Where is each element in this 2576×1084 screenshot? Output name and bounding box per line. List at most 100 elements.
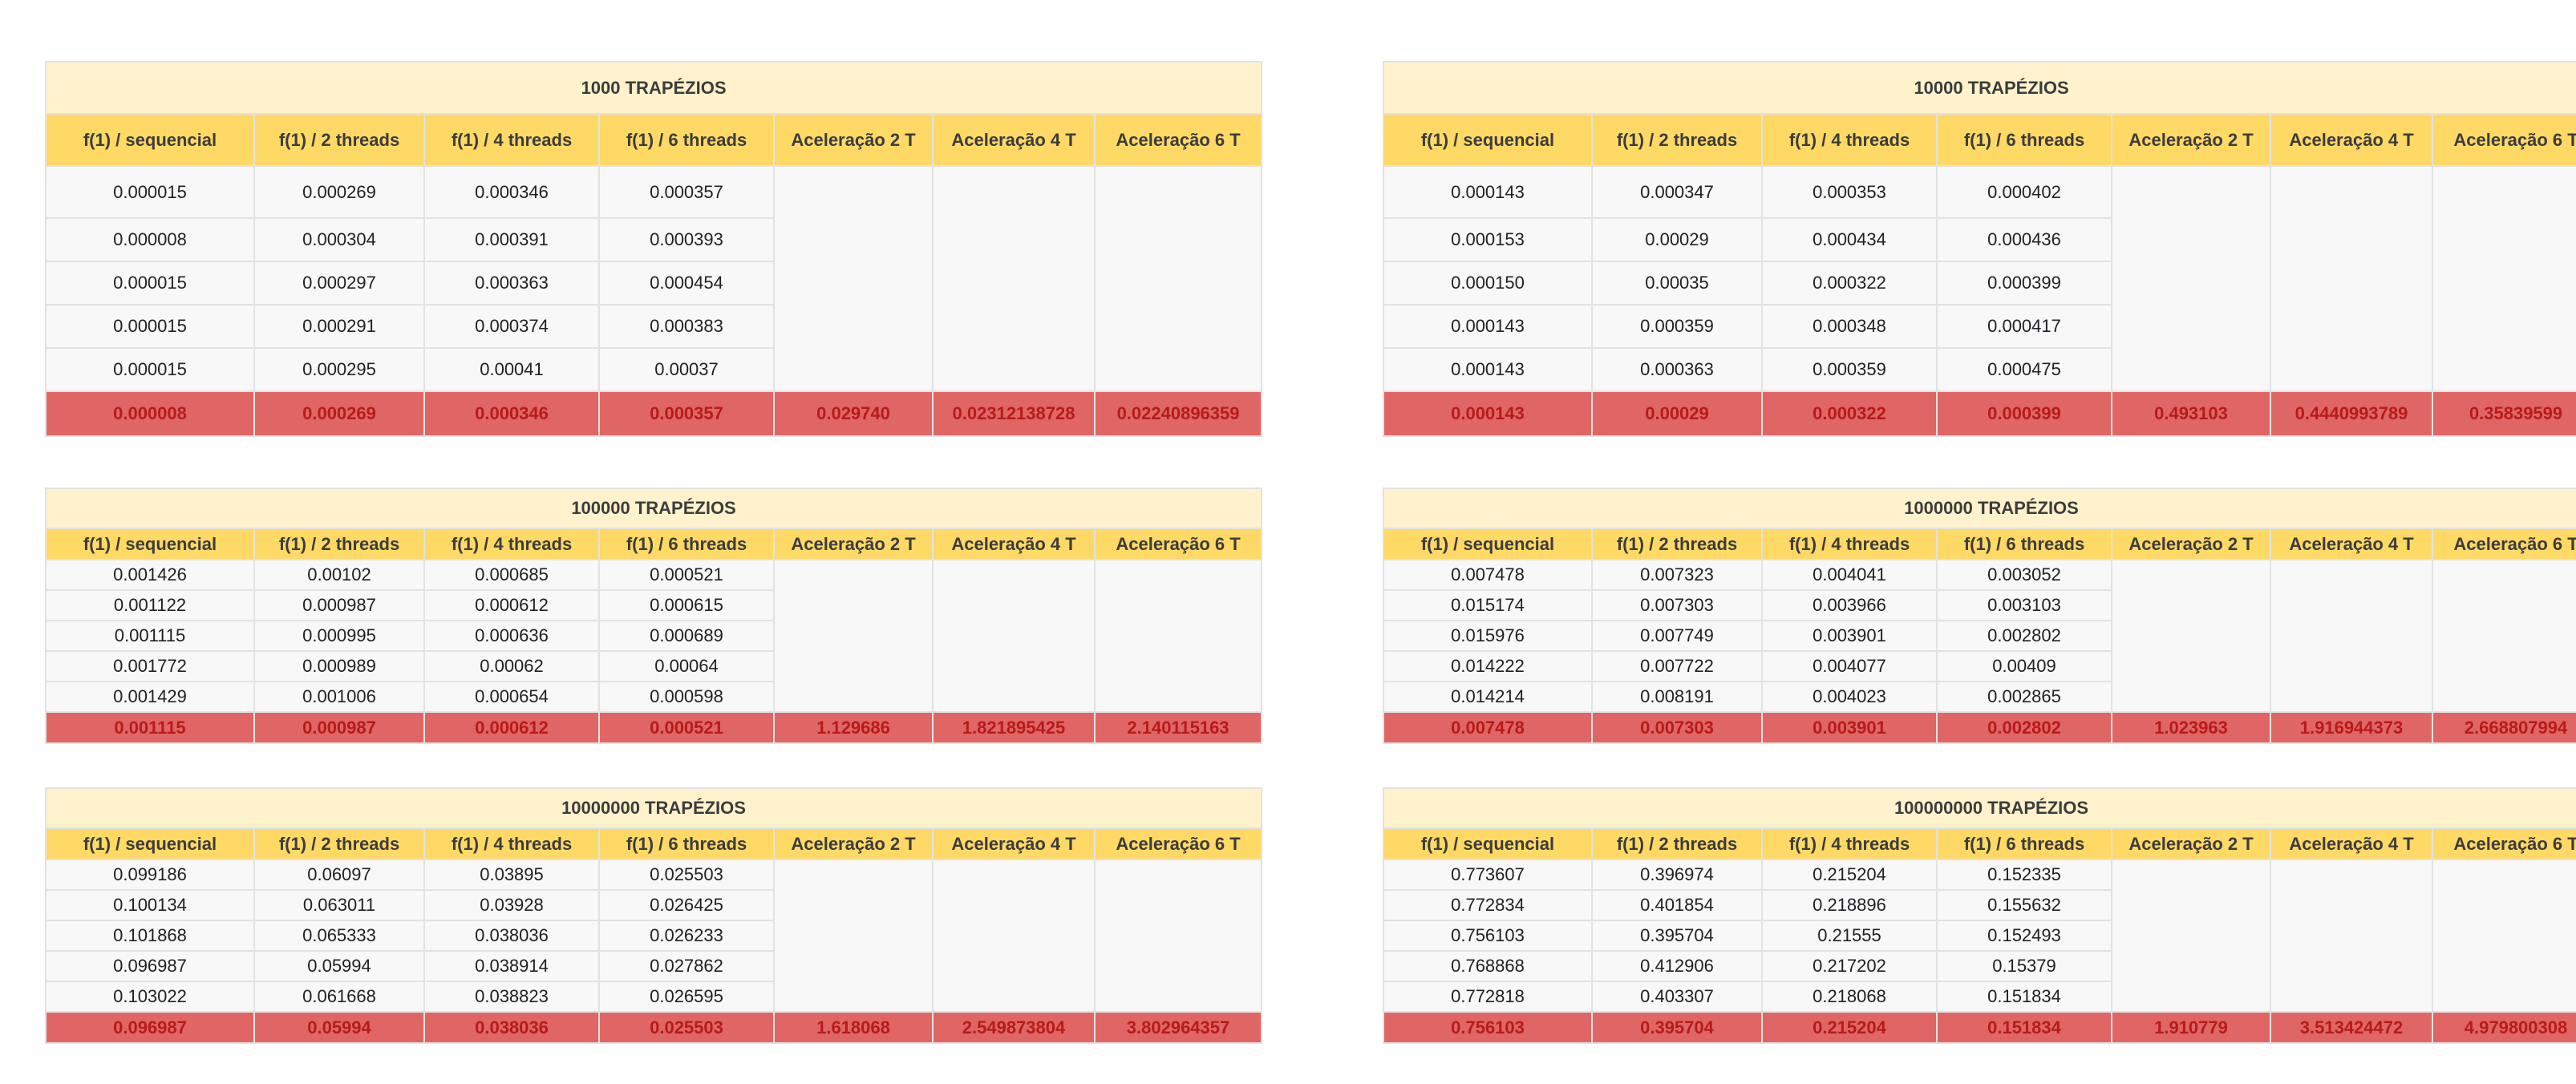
data-cell: 0.000322 bbox=[1761, 261, 1938, 305]
column-header: f(1) / sequencial bbox=[45, 827, 255, 860]
data-cell: 0.000434 bbox=[1761, 217, 1938, 262]
data-cell: 0.000359 bbox=[1761, 347, 1938, 392]
timing-table: 10000 TRAPÉZIOS f(1) / sequencial f(1) / 2… bbox=[1382, 61, 2576, 437]
column-header: f(1) / 4 threads bbox=[1761, 113, 1938, 167]
data-cell: 0.00037 bbox=[598, 347, 775, 392]
table-row: 0.001772 0.000989 0.00062 0.00064 bbox=[45, 650, 1262, 682]
data-cell: 0.000475 bbox=[1936, 347, 2112, 392]
min-time-cell: 0.000269 bbox=[253, 390, 425, 437]
column-header: f(1) / 6 threads bbox=[598, 113, 775, 167]
data-cell: 0.007749 bbox=[1591, 620, 1763, 652]
empty-cell bbox=[2431, 165, 2576, 392]
data-cell: 0.000612 bbox=[423, 589, 600, 621]
data-cell: 0.151834 bbox=[1936, 981, 2112, 1013]
data-cell: 0.002802 bbox=[1936, 620, 2112, 652]
data-cell: 0.026233 bbox=[598, 920, 775, 952]
data-cell: 0.000291 bbox=[253, 304, 425, 349]
result-row: 0.007478 0.007303 0.003901 0.002802 1.023963… bbox=[1383, 711, 2576, 744]
min-time-cell: 0.007478 bbox=[1383, 711, 1593, 744]
data-cell: 0.395704 bbox=[1591, 920, 1763, 952]
data-cell: 0.000295 bbox=[253, 347, 425, 392]
data-cell: 0.00409 bbox=[1936, 650, 2112, 682]
data-cell: 0.004023 bbox=[1761, 681, 1938, 713]
table-title: 10000000 TRAPÉZIOS bbox=[44, 787, 1263, 829]
table-row: 0.000015 0.000291 0.000374 0.000383 bbox=[45, 304, 1262, 349]
data-cell: 0.000417 bbox=[1936, 304, 2112, 349]
table-row: 0.756103 0.395704 0.21555 0.152493 bbox=[1383, 920, 2576, 952]
table-block: 1000 TRAPÉZIOS f(1) / sequencial f(1) / 2 … bbox=[44, 61, 1263, 437]
column-header: f(1) / 4 threads bbox=[1761, 528, 1938, 560]
min-time-cell: 0.215204 bbox=[1761, 1011, 1938, 1044]
data-cell: 0.000015 bbox=[45, 165, 255, 219]
data-cell: 0.401854 bbox=[1591, 889, 1763, 921]
data-cell: 0.015174 bbox=[1383, 589, 1593, 621]
data-cell: 0.218068 bbox=[1761, 981, 1938, 1013]
table-row: 0.101868 0.065333 0.038036 0.026233 bbox=[45, 920, 1262, 952]
data-cell: 0.218896 bbox=[1761, 889, 1938, 921]
empty-cell bbox=[773, 165, 934, 392]
min-time-cell: 0.001115 bbox=[45, 711, 255, 744]
column-header: Aceleração 6 T bbox=[1093, 528, 1263, 560]
data-cell: 0.014222 bbox=[1383, 650, 1593, 682]
data-cell: 0.000685 bbox=[423, 559, 600, 591]
column-header: Aceleração 4 T bbox=[932, 827, 1096, 860]
data-cell: 0.15379 bbox=[1936, 950, 2112, 982]
column-header: Aceleração 4 T bbox=[2270, 113, 2433, 167]
data-cell: 0.027862 bbox=[598, 950, 775, 982]
data-cell: 0.001426 bbox=[45, 559, 255, 591]
table-block: 10000000 TRAPÉZIOS f(1) / sequencial f(1) … bbox=[44, 787, 1263, 1044]
empty-cell bbox=[932, 559, 1096, 713]
empty-cell bbox=[1093, 859, 1263, 1013]
data-cell: 0.038036 bbox=[423, 920, 600, 952]
data-cell: 0.000143 bbox=[1383, 347, 1593, 392]
data-cell: 0.05994 bbox=[253, 950, 425, 982]
data-cell: 0.772818 bbox=[1383, 981, 1593, 1013]
table-row: 0.000143 0.000363 0.000359 0.000475 bbox=[1383, 347, 2576, 392]
table-row: 0.014214 0.008191 0.004023 0.002865 bbox=[1383, 681, 2576, 713]
timing-table: 100000000 TRAPÉZIOS f(1) / sequencial f(1)… bbox=[1382, 787, 2576, 1044]
table-row: 0.099186 0.06097 0.03895 0.025503 bbox=[45, 859, 1263, 1013]
data-cell: 0.001429 bbox=[45, 681, 255, 713]
speedup-cell: 1.821895425 bbox=[932, 711, 1096, 744]
table-block: 100000000 TRAPÉZIOS f(1) / sequencial f(1)… bbox=[1382, 787, 2576, 1044]
min-time-cell: 0.000008 bbox=[45, 390, 255, 437]
data-cell: 0.756103 bbox=[1383, 920, 1593, 952]
table-row: 0.000015 0.000297 0.000363 0.000454 bbox=[45, 261, 1262, 305]
data-cell: 0.007303 bbox=[1591, 589, 1763, 621]
data-cell: 0.000399 bbox=[1936, 261, 2112, 305]
result-row: 0.000143 0.00029 0.000322 0.000399 0.493103 0… bbox=[1383, 390, 2576, 437]
data-cell: 0.000357 bbox=[598, 165, 775, 219]
min-time-cell: 0.05994 bbox=[253, 1011, 425, 1044]
empty-cell bbox=[932, 165, 1096, 392]
table-title: 10000 TRAPÉZIOS bbox=[1382, 61, 2576, 115]
data-cell: 0.000454 bbox=[598, 261, 775, 305]
table-title: 100000 TRAPÉZIOS bbox=[44, 487, 1263, 529]
data-cell: 0.025503 bbox=[598, 859, 775, 891]
data-cell: 0.000353 bbox=[1761, 165, 1938, 219]
data-cell: 0.000363 bbox=[423, 261, 600, 305]
data-cell: 0.06097 bbox=[253, 859, 425, 891]
data-cell: 0.396974 bbox=[1591, 859, 1763, 891]
min-time-cell: 0.000399 bbox=[1936, 390, 2112, 437]
column-header: f(1) / 6 threads bbox=[1936, 113, 2112, 167]
table-row: 0.773607 0.396974 0.215204 0.152335 bbox=[1383, 859, 2576, 1013]
data-cell: 0.000402 bbox=[1936, 165, 2112, 219]
column-header: f(1) / 6 threads bbox=[598, 528, 775, 560]
data-cell: 0.001772 bbox=[45, 650, 255, 682]
data-cell: 0.002865 bbox=[1936, 681, 2112, 713]
min-time-cell: 0.756103 bbox=[1383, 1011, 1593, 1044]
data-cell: 0.000346 bbox=[423, 165, 600, 219]
empty-cell bbox=[2111, 559, 2271, 713]
data-cell: 0.003966 bbox=[1761, 589, 1938, 621]
column-header: Aceleração 2 T bbox=[2111, 113, 2271, 167]
table-row: 0.000153 0.00029 0.000434 0.000436 bbox=[1383, 217, 2576, 262]
data-cell: 0.403307 bbox=[1591, 981, 1763, 1013]
table-row: 0.001122 0.000987 0.000612 0.000615 bbox=[45, 589, 1262, 621]
data-cell: 0.000363 bbox=[1591, 347, 1763, 392]
data-cell: 0.063011 bbox=[253, 889, 425, 921]
data-cell: 0.773607 bbox=[1383, 859, 1593, 891]
column-header: Aceleração 6 T bbox=[2431, 528, 2576, 560]
speedup-cell: 0.4440993789 bbox=[2270, 390, 2433, 437]
table-row: 0.096987 0.05994 0.038914 0.027862 bbox=[45, 950, 1262, 982]
table-row: 0.001429 0.001006 0.000654 0.000598 bbox=[45, 681, 1262, 713]
